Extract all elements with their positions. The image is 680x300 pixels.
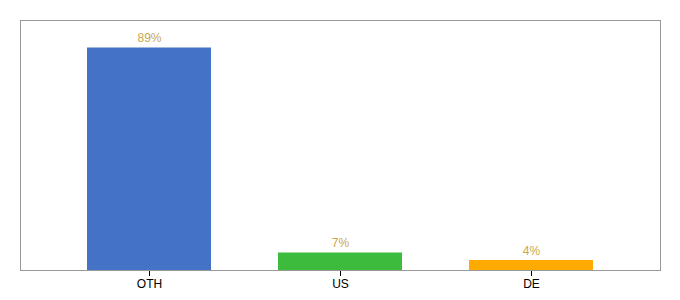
svg-text:OTH: OTH <box>137 277 162 291</box>
svg-text:DE: DE <box>523 277 540 291</box>
svg-text:4%: 4% <box>523 244 541 258</box>
svg-text:7%: 7% <box>332 236 350 250</box>
svg-text:89%: 89% <box>137 31 161 45</box>
svg-text:US: US <box>332 277 349 291</box>
